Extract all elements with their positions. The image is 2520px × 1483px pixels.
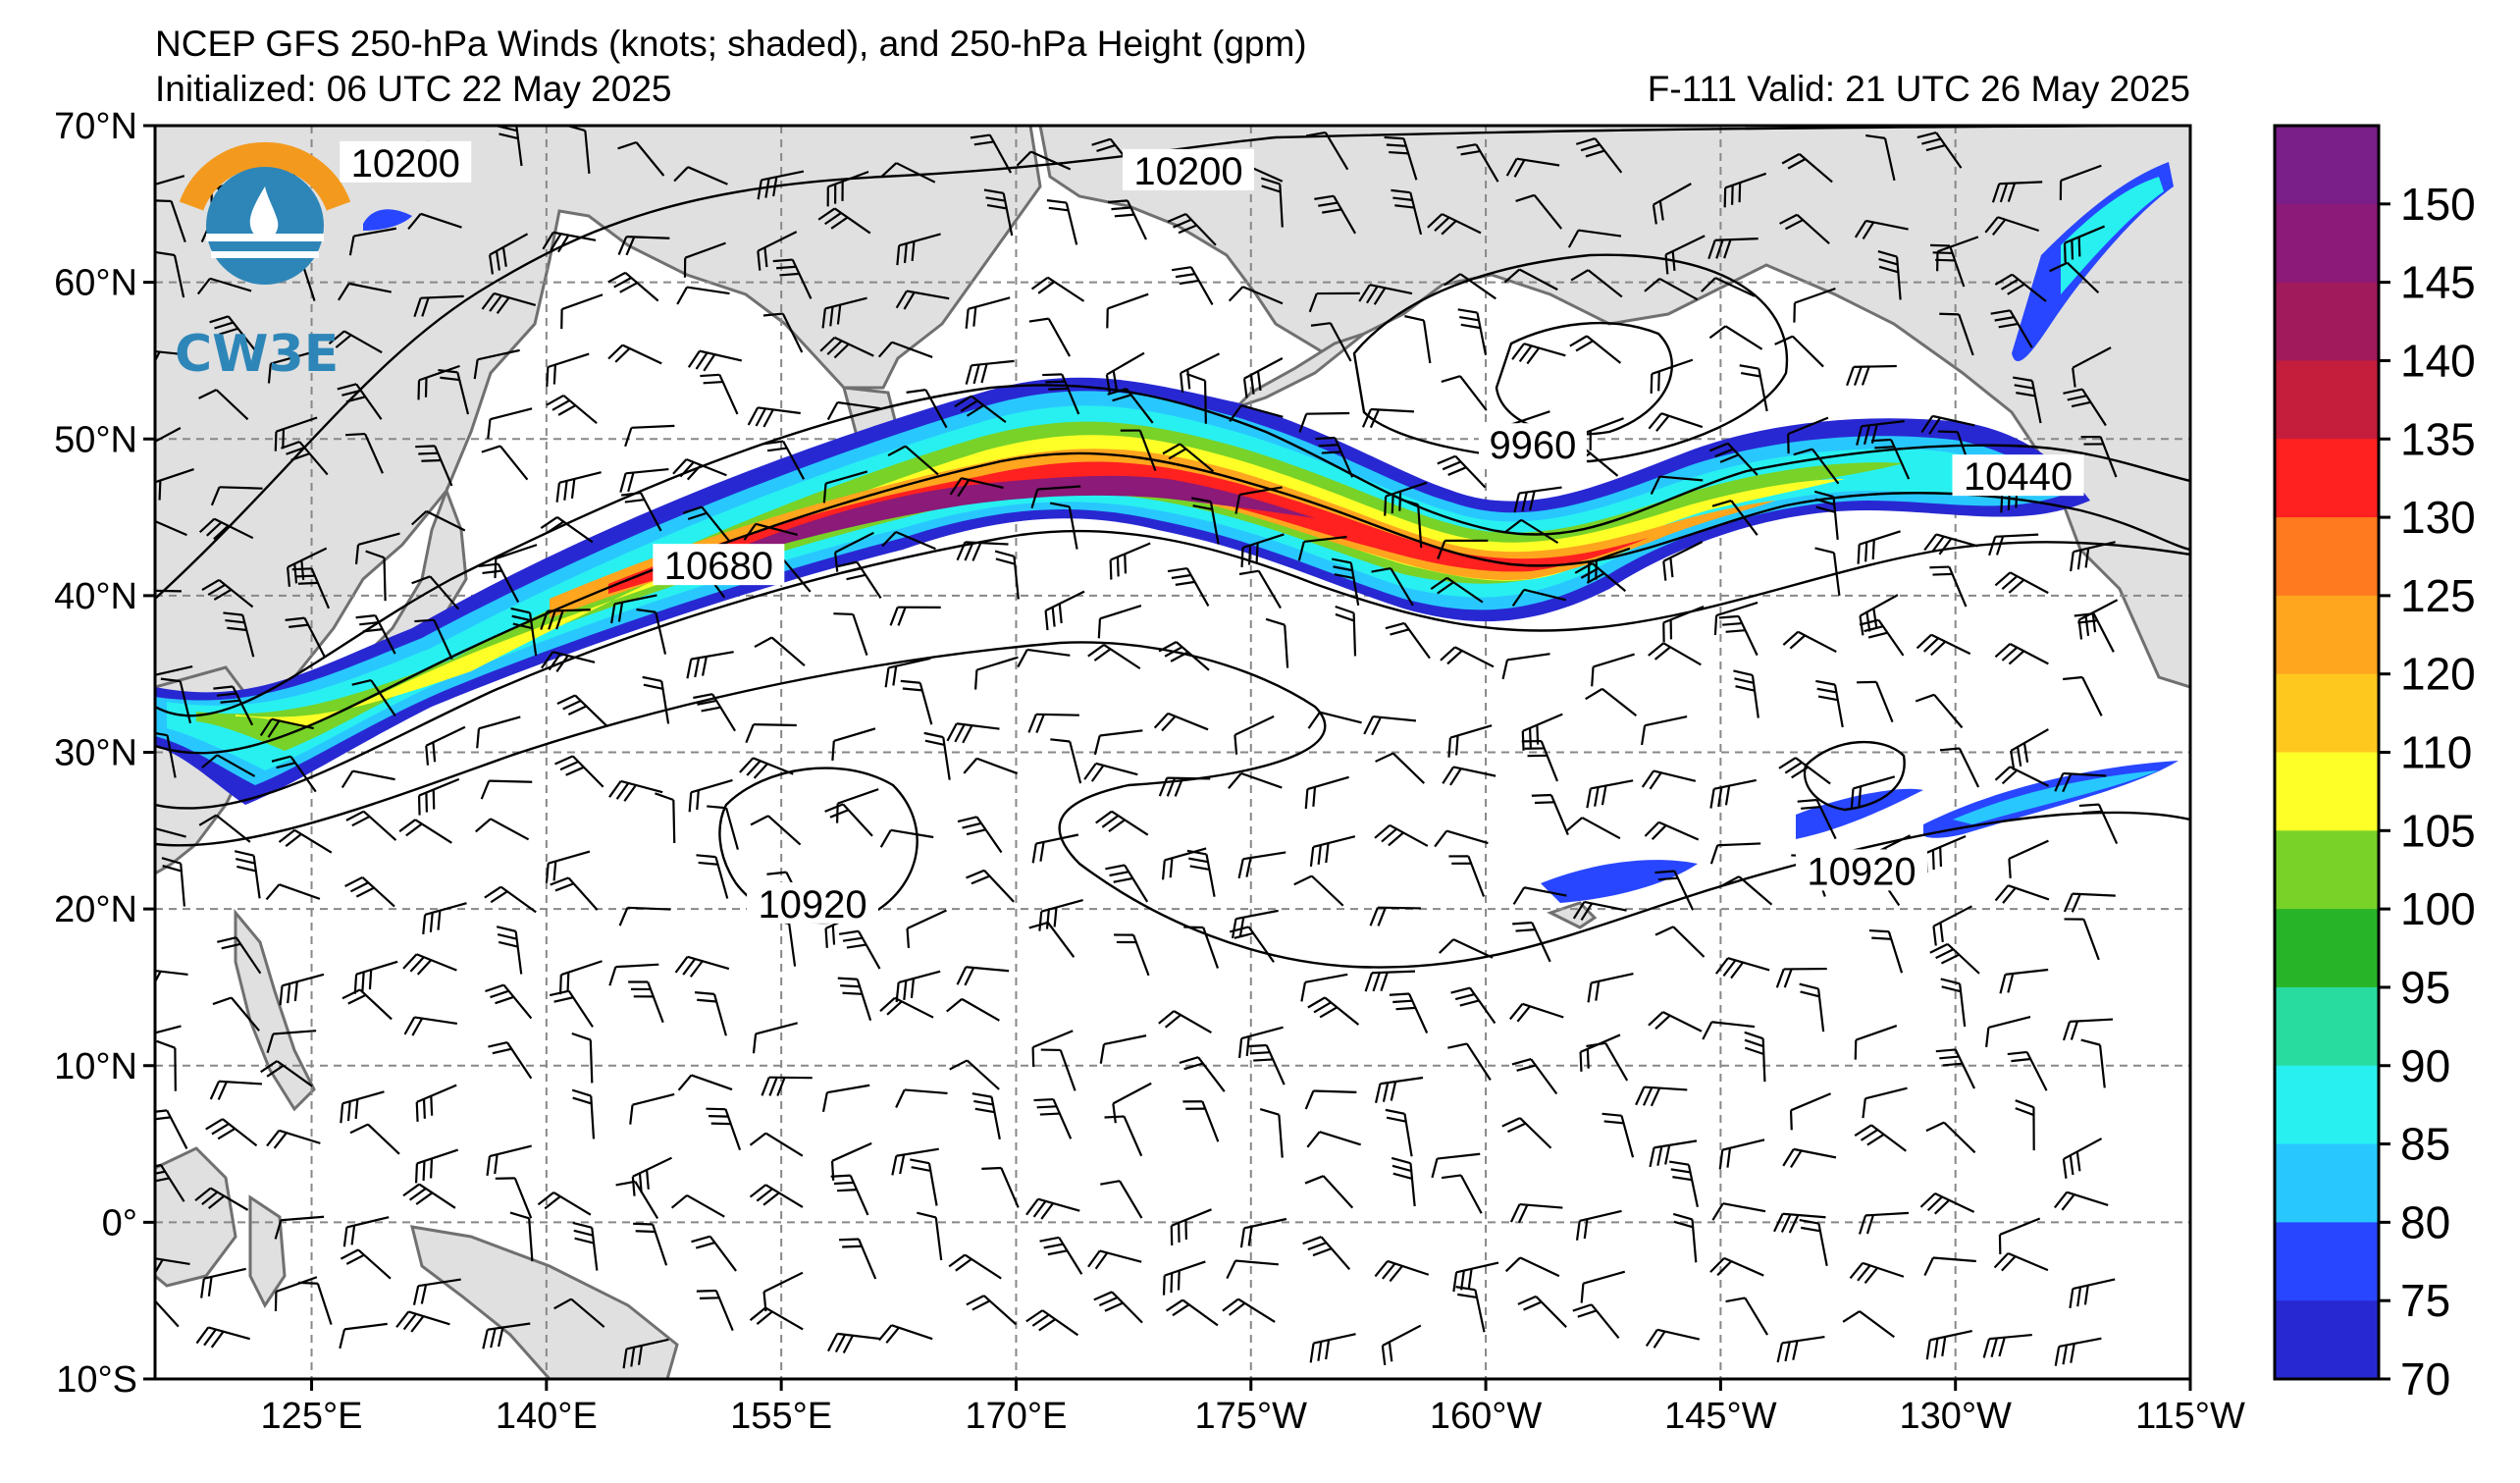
logo-text: CW3E (175, 325, 339, 384)
colorbar-swatch (2275, 1300, 2379, 1380)
lon-tick-label: 125°E (261, 1396, 363, 1437)
colorbar-label: 80 (2400, 1196, 2450, 1247)
colorbar-label: 105 (2400, 805, 2476, 856)
colorbar-swatch (2275, 517, 2379, 597)
contour-label: 10200 (351, 142, 460, 185)
land-philippines (234, 908, 316, 1112)
lat-tick-label: 30°N (54, 733, 137, 774)
lat-tick-label: 0° (102, 1202, 137, 1244)
colorbar-label: 140 (2400, 335, 2476, 386)
cw3e-logo-icon: CW3E (175, 141, 351, 384)
contour-label: 10440 (1964, 455, 2073, 499)
lon-tick-label: 160°W (1430, 1396, 1543, 1437)
contour-label: 9960 (1489, 424, 1576, 467)
colorbar-swatch (2275, 752, 2379, 831)
wind-barbs (155, 126, 2119, 1369)
colorbar-swatch (2275, 1065, 2379, 1145)
lat-tick-label: 60°N (54, 263, 137, 304)
colorbar-label: 150 (2400, 179, 2476, 230)
axis-ticks: 70°N 60°N 50°N 40°N 30°N 20°N 10°N 0° 10°S 125°E 1… (54, 106, 2245, 1437)
colorbar-swatch (2275, 595, 2379, 675)
land-alaska-peninsula (1234, 332, 1365, 409)
colorbar: 150 145 140 135 130 125 120 110 105 100 95 90 85 80 75… (2273, 124, 2476, 1404)
colorbar-label: 100 (2400, 883, 2476, 934)
lon-tick-label: 130°W (1899, 1396, 2012, 1437)
lon-tick-label: 140°E (496, 1396, 598, 1437)
valid-time: F-111 Valid: 21 UTC 26 May 2025 (1647, 69, 2190, 109)
colorbar-swatch (2275, 1222, 2379, 1301)
colorbar-swatch (2275, 126, 2379, 205)
lon-tick-label: 155°E (730, 1396, 832, 1437)
colorbar-swatch (2275, 830, 2379, 910)
colorbar-swatch (2275, 673, 2379, 753)
contour-labels: 10200 10200 9960 10440 10680 10920 10920 (340, 140, 2084, 927)
lon-tick-label: 145°W (1664, 1396, 1777, 1437)
contour-label: 10200 (1133, 150, 1242, 193)
lon-tick-label: 170°E (965, 1396, 1067, 1437)
colorbar-swatch (2275, 360, 2379, 440)
lat-tick-label: 70°N (54, 106, 137, 147)
colorbar-swatch (2275, 909, 2379, 988)
colorbar-label: 145 (2400, 257, 2476, 308)
colorbar-label: 85 (2400, 1119, 2450, 1170)
contour-label: 10680 (664, 545, 773, 588)
lon-tick-label: 115°W (2135, 1396, 2245, 1437)
colorbar-swatch (2275, 986, 2379, 1067)
colorbar-swatch (2275, 203, 2379, 284)
graticule (155, 126, 2190, 1379)
colorbar-label: 125 (2400, 570, 2476, 621)
lat-tick-label: 10°N (54, 1046, 137, 1087)
colorbar-swatch (2275, 1143, 2379, 1223)
colorbar-label: 90 (2400, 1040, 2450, 1091)
colorbar-label: 95 (2400, 962, 2450, 1013)
colorbar-label: 130 (2400, 492, 2476, 543)
land-new-guinea (409, 1225, 679, 1379)
colorbar-label: 120 (2400, 649, 2476, 700)
lat-tick-label: 40°N (54, 576, 137, 617)
colorbar-label: 75 (2400, 1275, 2450, 1326)
initialized-time: Initialized: 06 UTC 22 May 2025 (155, 69, 672, 109)
chart-title: NCEP GFS 250-hPa Winds (knots; shaded), … (155, 24, 1307, 64)
colorbar-swatch (2275, 282, 2379, 361)
colorbar-swatch (2275, 439, 2379, 518)
land-sulawesi (248, 1194, 287, 1308)
lat-tick-label: 50°N (54, 419, 137, 460)
colorbar-label: 70 (2400, 1353, 2450, 1404)
lon-tick-label: 175°W (1195, 1396, 1308, 1437)
contour-label: 10920 (758, 883, 866, 927)
lat-tick-label: 20°N (54, 889, 137, 930)
land-borneo (155, 1146, 237, 1288)
colorbar-label: 135 (2400, 413, 2476, 464)
height-contours (155, 126, 2190, 969)
lat-tick-label: 10°S (56, 1359, 137, 1401)
contour-label: 10920 (1807, 850, 1916, 893)
colorbar-label: 110 (2400, 727, 2472, 778)
